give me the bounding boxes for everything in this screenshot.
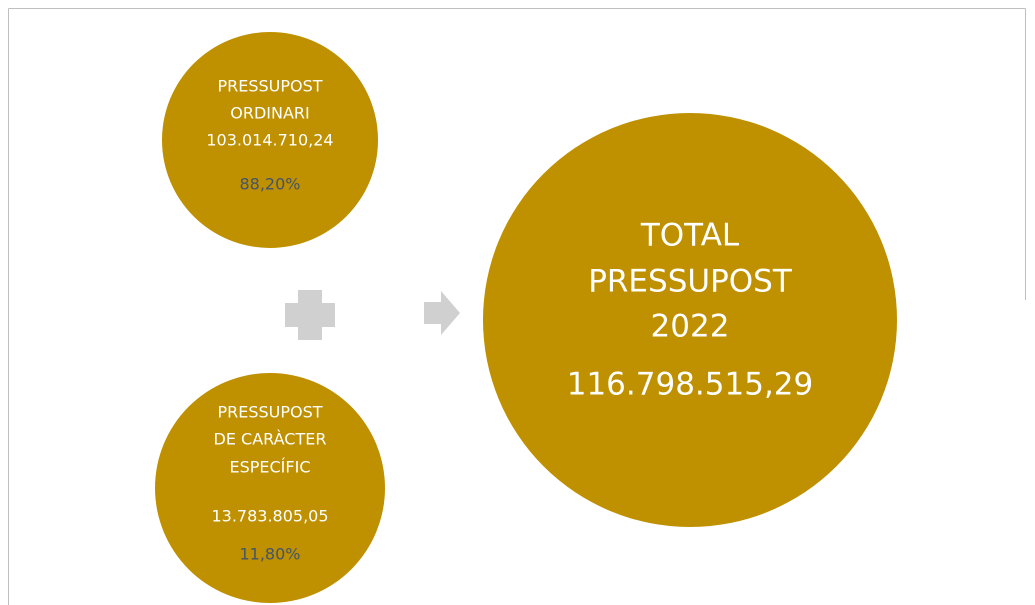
percent: 88,20%	[239, 175, 300, 194]
label-line: PRESSUPOST	[217, 77, 322, 96]
label-line: ESPECÍFIC	[229, 458, 310, 477]
label-line: PRESSUPOST	[588, 264, 793, 300]
label-line: PRESSUPOST	[217, 403, 322, 422]
amount: 13.783.805,05	[211, 507, 328, 526]
label-line: TOTAL	[640, 218, 740, 254]
arrow-icon	[424, 291, 460, 335]
label-line: 2022	[651, 309, 730, 345]
amount: 116.798.515,29	[567, 367, 814, 403]
amount: 103.014.710,24	[206, 131, 333, 150]
percent: 11,80%	[239, 545, 300, 564]
frame	[8, 8, 1026, 605]
plus-icon	[285, 290, 335, 340]
circle-ordinari	[162, 32, 378, 248]
circle-especific	[155, 373, 385, 603]
circle-total	[483, 113, 897, 527]
label-line: ORDINARI	[230, 104, 310, 123]
label-line: DE CARÀCTER	[214, 430, 327, 449]
